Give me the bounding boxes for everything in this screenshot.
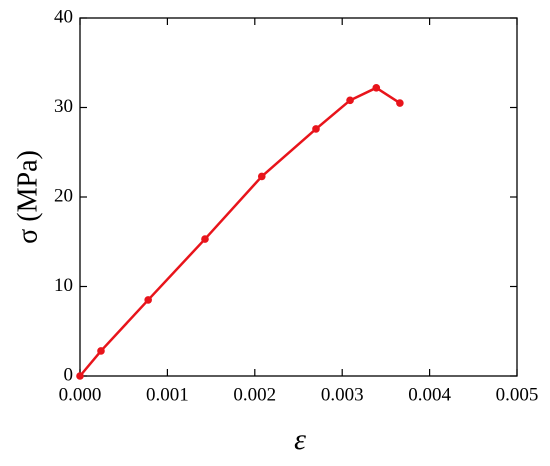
- data-point: [144, 296, 152, 304]
- x-axis-label: ε: [294, 423, 306, 456]
- y-tick-label: 20: [54, 185, 73, 206]
- y-tick-label: 0: [64, 364, 74, 385]
- x-tick-label: 0.005: [496, 384, 539, 405]
- data-point: [76, 372, 84, 380]
- data-point: [201, 235, 209, 243]
- data-point: [312, 125, 320, 133]
- y-tick-label: 10: [54, 275, 73, 296]
- x-tick-label: 0.002: [233, 384, 276, 405]
- data-point: [372, 84, 381, 92]
- x-tick-label: 0.004: [408, 384, 451, 405]
- x-tick-label: 0.000: [59, 384, 102, 405]
- data-line: [79, 86, 401, 377]
- data-point: [257, 172, 266, 181]
- data-point: [346, 96, 354, 105]
- y-tick-label: 40: [54, 6, 73, 27]
- y-tick-label: 30: [54, 96, 73, 117]
- x-tick-label: 0.003: [321, 384, 364, 405]
- data-point: [97, 347, 105, 355]
- x-tick-label: 0.001: [146, 384, 189, 405]
- plot-frame: [79, 17, 518, 377]
- y-axis-label: σ (MPa): [12, 150, 43, 244]
- data-point: [396, 99, 404, 107]
